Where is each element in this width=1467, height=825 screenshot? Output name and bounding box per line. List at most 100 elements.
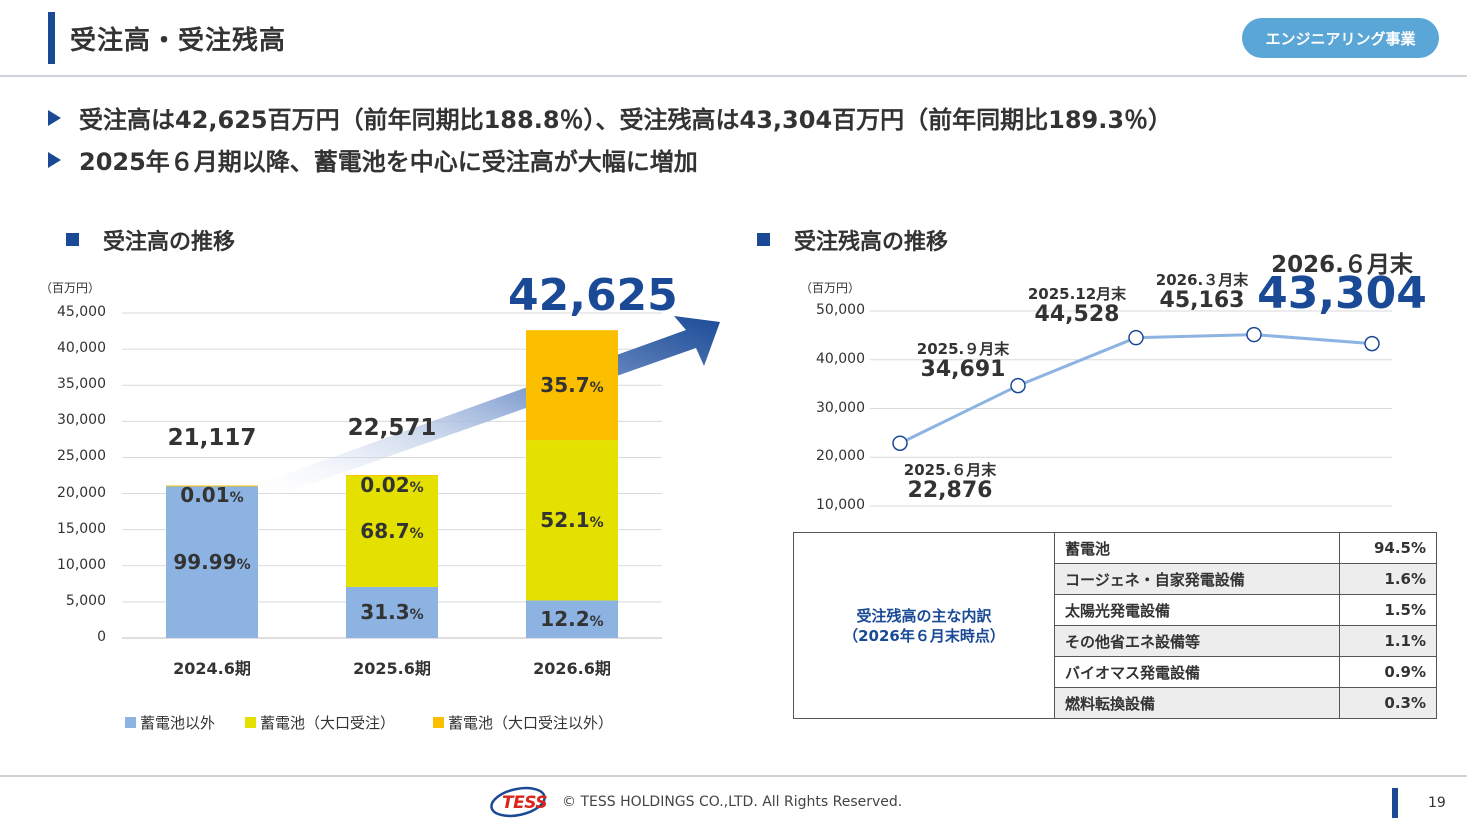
y-tick-label: 35,000 [57,376,106,393]
tess-logo [490,786,546,818]
legend-item: 蓄電池（大口受注以外） [433,712,613,733]
segment-percent-label: 68.7% [332,519,452,543]
backlog-breakdown-table: 受注残高の主な内訳 （2026年６月末時点） 蓄電池 94.5% コージェネ・自家発電設… [793,532,1437,719]
tess-logo-text: TESS [502,793,548,813]
unit-label: （百万円） [40,281,101,295]
segment-percent-value: 68.7 [360,518,410,543]
bar-segment [346,586,438,638]
legend-item: 蓄電池（大口受注） [245,712,395,733]
percent-sign: % [229,490,244,507]
segment-percent-label: 31.3% [332,600,452,624]
copyright: © TESS HOLDINGS CO.,LTD. All Rights Rese… [562,794,903,810]
y-tick-label: 10,000 [816,497,865,513]
point-value-label: 22,876 [907,478,993,503]
segment-percent-value: 31.3 [360,600,410,625]
table-row: バイオマス発電設備 0.9% [794,656,1437,688]
legend-label: 蓄電池以外 [140,714,216,732]
bar-segment [166,485,258,638]
table-cell-percent: 94.5% [1339,532,1437,564]
bar-total-label: 22,571 [347,414,437,441]
footer-divider [0,775,1467,777]
point-date-label: 2026.６月末 [1271,252,1413,278]
legend-swatch [433,717,444,728]
orders-bar-chart [122,312,720,639]
percent-sign: % [589,515,604,532]
page-number: 19 [1428,795,1446,811]
segment-percent-label: 35.7% [512,373,632,397]
legend-label: 蓄電池（大口受注以外） [448,714,614,732]
unit-label: （百万円） [800,281,861,295]
data-point-marker [892,435,908,451]
y-tick-label: 30,000 [57,412,106,429]
legend-item: 蓄電池以外 [125,712,215,733]
segment-percent-value: 12.2 [540,607,590,632]
table-cell-percent: 1.5% [1339,594,1437,626]
bullet-text: 受注高は42,625百万円（前年同期比188.8％）、受注残高は43,304百万… [79,106,1173,134]
data-point-marker [1246,326,1262,343]
bullet-item: 受注高は42,625百万円（前年同期比188.8％）、受注残高は43,304百万… [48,100,1172,135]
legend-label: 蓄電池（大口受注） [260,714,396,732]
x-category-label: 2025.6期 [353,659,431,678]
table-caption-line: （2026年６月末時点） [843,626,1005,645]
percent-sign: % [409,525,424,542]
square-bullet-icon [757,233,770,246]
point-value-label: 34,691 [920,357,1006,382]
table-cell-category: 太陽光発電設備 [1054,594,1340,626]
table-cell-category: バイオマス発電設備 [1054,656,1340,688]
table-caption-line: 受注残高の主な内訳 [856,606,992,625]
section-heading-text: 受注残高の推移 [794,230,949,255]
highlight-total-backlog: 43,304 [1257,268,1427,319]
table-cell-category: コージェネ・自家発電設備 [1054,563,1340,595]
percent-sign: % [589,614,604,631]
title-accent-bar [48,12,55,64]
table-cell-category: その他省エネ設備等 [1054,625,1340,657]
percent-sign: % [409,479,424,496]
table-cell-percent: 0.9% [1339,656,1437,688]
segment-percent-value: 99.99 [173,549,237,574]
segment-percent-value: 0.01 [180,483,230,508]
x-category-label: 2026.6期 [533,659,611,678]
triangle-bullet-icon [48,110,61,126]
point-value-label: 44,528 [1034,302,1120,327]
backlog-line-chart [870,310,1392,507]
section-heading-backlog: 受注残高の推移 [757,224,948,256]
bar-segment [166,485,258,487]
y-tick-label: 25,000 [57,448,106,465]
header-divider [0,75,1467,77]
percent-sign: % [409,607,424,624]
page-title: 受注高・受注残高 [70,26,287,56]
y-tick-label: 10,000 [57,556,106,573]
square-bullet-icon [66,233,79,246]
y-tick-label: 5,000 [65,592,106,609]
bar-segment [346,474,438,476]
bar-segment [526,330,618,441]
highlight-total-orders: 42,625 [508,270,678,321]
y-tick-label: 30,000 [816,399,865,416]
table-cell-percent: 1.6% [1339,563,1437,595]
bar-segment [346,475,438,587]
table-row: 受注残高の主な内訳 （2026年６月末時点） 蓄電池 94.5% [793,532,1437,719]
segment-percent-label: 0.01% [152,483,272,507]
table-cell-category: 燃料転換設備 [1054,687,1340,719]
legend-swatch [245,717,256,728]
section-heading-text: 受注高の推移 [103,230,236,255]
page-number-accent [1392,788,1398,818]
y-tick-label: 40,000 [57,340,106,357]
table-cell-percent: 0.3% [1339,687,1437,719]
segment-percent-value: 0.02 [360,472,410,497]
y-tick-label: 15,000 [57,520,106,537]
legend-swatch [125,717,136,728]
y-tick-label: 40,000 [816,350,865,367]
data-point-marker [1010,377,1026,394]
data-point-marker [1364,335,1380,352]
bullet-item: 2025年６月期以降、蓄電池を中心に受注高が大幅に増加 [48,142,698,177]
section-heading-orders: 受注高の推移 [66,224,235,256]
table-cell-percent: 1.1% [1339,625,1437,657]
y-tick-label: 50,000 [816,302,865,318]
segment-percent-label: 99.99% [152,550,272,574]
bullet-text: 2025年６月期以降、蓄電池を中心に受注高が大幅に増加 [79,148,698,176]
point-date-label: 2025.９月末 [916,340,1010,358]
table-caption: 受注残高の主な内訳 （2026年６月末時点） [793,532,1055,719]
table-cell-category: 蓄電池 [1054,532,1340,564]
bar-segment [526,440,618,601]
